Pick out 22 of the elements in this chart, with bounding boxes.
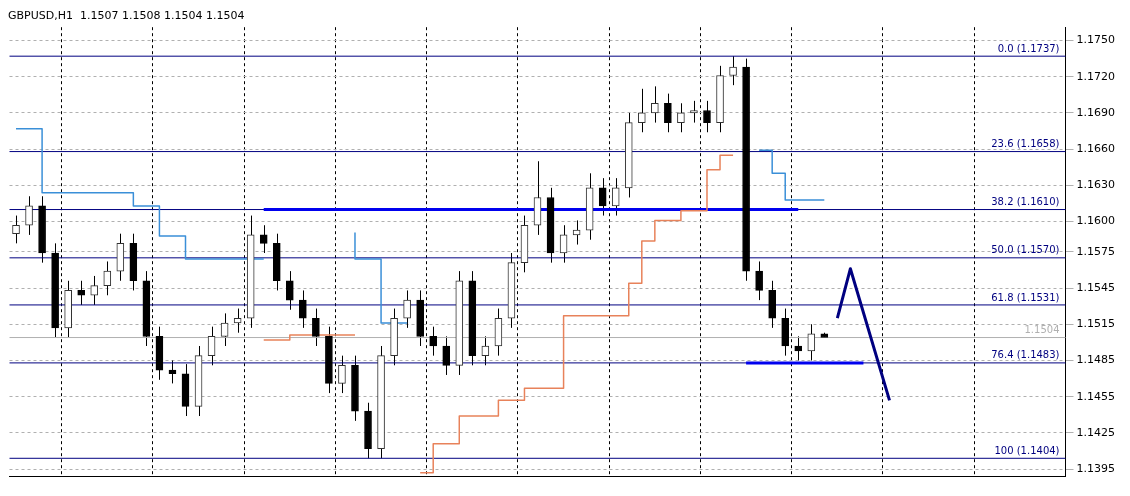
- ref-line-label: 100 (1.1404): [994, 444, 1060, 456]
- ref-line-label: 1.1504: [1024, 324, 1060, 336]
- ref-line-label: 50.0 (1.1570): [991, 244, 1060, 256]
- y-tick-label: 1.1515: [1076, 317, 1116, 331]
- y-tick-label: 1.1455: [1076, 389, 1116, 403]
- y-tick-label: 1.1545: [1076, 280, 1116, 294]
- y-tick-label: 1.1425: [1076, 425, 1116, 439]
- chart-title: GBPUSD,H1 1.1507 1.1508 1.1504 1.1504: [8, 9, 245, 23]
- y-tick-label: 1.1630: [1076, 178, 1116, 192]
- y-tick-label: 1.1720: [1076, 69, 1116, 83]
- y-tick-label: 1.1690: [1076, 105, 1116, 119]
- y-tick-label: 1.1750: [1076, 33, 1116, 47]
- ref-line-label: 76.4 (1.1483): [991, 349, 1060, 361]
- ref-line-label: 61.8 (1.1531): [991, 291, 1060, 303]
- y-tick-label: 1.1395: [1076, 462, 1116, 476]
- y-tick-label: 1.1600: [1076, 214, 1116, 228]
- y-tick-label: 1.1485: [1076, 353, 1116, 367]
- ref-line-label: 23.6 (1.1658): [991, 138, 1060, 150]
- ref-line-label: 38.2 (1.1610): [991, 196, 1060, 208]
- y-tick-label: 1.1575: [1076, 244, 1116, 258]
- y-tick-label: 1.1660: [1076, 142, 1116, 156]
- ref-line-label: 0.0 (1.1737): [997, 42, 1060, 54]
